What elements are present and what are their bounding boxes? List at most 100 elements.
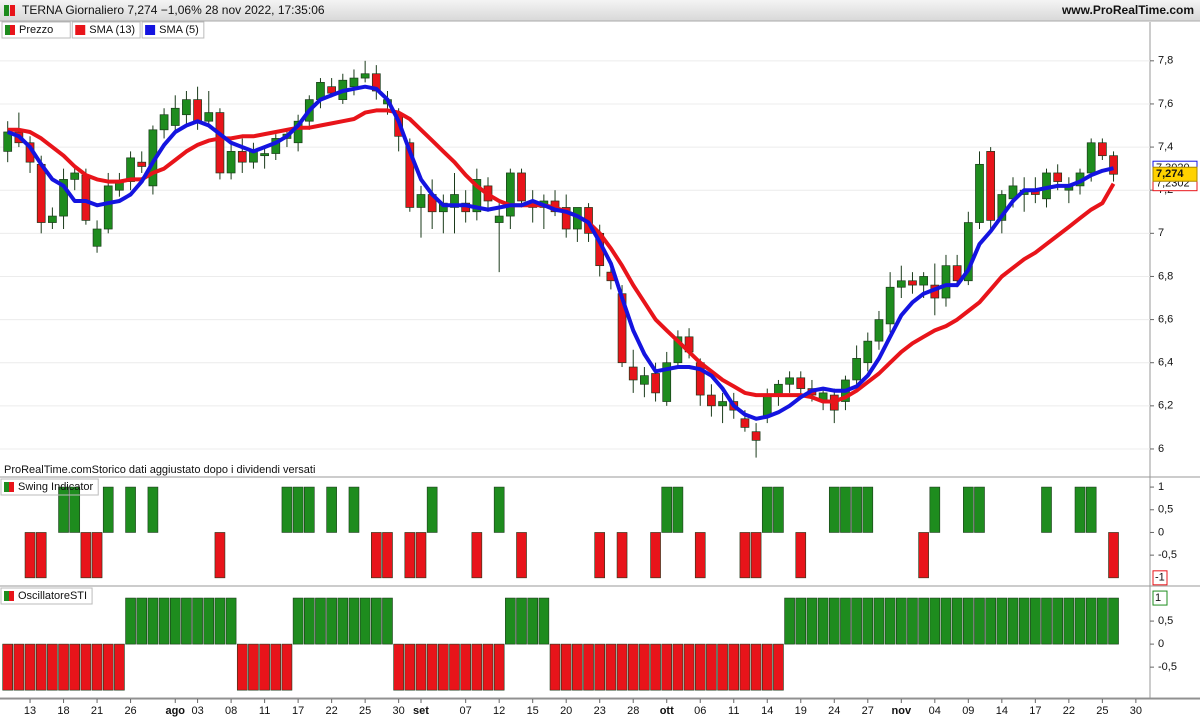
bar bbox=[303, 597, 315, 645]
bar bbox=[773, 486, 784, 533]
bar bbox=[236, 643, 248, 691]
candle-body bbox=[405, 142, 415, 208]
bar bbox=[58, 486, 69, 533]
bar bbox=[303, 486, 315, 533]
bar bbox=[136, 597, 148, 645]
bar bbox=[895, 597, 907, 645]
bar bbox=[873, 597, 885, 645]
candle-body bbox=[59, 179, 68, 217]
x-tick-label: 11 bbox=[728, 705, 739, 717]
bar bbox=[13, 643, 25, 691]
bar bbox=[616, 643, 628, 691]
y-tick-label: 0 bbox=[1158, 526, 1164, 538]
bar bbox=[1108, 532, 1119, 579]
bar bbox=[169, 597, 181, 645]
x-tick-label: 14 bbox=[761, 705, 773, 717]
bar bbox=[270, 643, 282, 691]
header-bar bbox=[0, 0, 1200, 21]
x-tick-label: 04 bbox=[929, 705, 941, 717]
legend-label: SMA (5) bbox=[159, 24, 199, 36]
y-tick-label: 6,8 bbox=[1158, 270, 1173, 282]
legend-item: SMA (5) bbox=[141, 21, 205, 39]
bar bbox=[951, 597, 963, 645]
bar bbox=[549, 643, 561, 691]
bar bbox=[214, 597, 226, 645]
candle-body bbox=[561, 207, 571, 230]
candle-body bbox=[226, 151, 236, 174]
bar bbox=[259, 643, 270, 691]
candle-body bbox=[1086, 142, 1096, 174]
panel-title-box bbox=[0, 478, 99, 496]
bar bbox=[806, 597, 818, 645]
bar bbox=[907, 597, 918, 645]
chart-title: TERNA Giornaliero 7,274 −1,06% 28 nov 20… bbox=[22, 3, 325, 17]
candle-body bbox=[852, 358, 861, 381]
legend-box bbox=[71, 21, 141, 39]
candle-body bbox=[785, 377, 794, 385]
bar bbox=[840, 486, 851, 533]
bar bbox=[1041, 486, 1052, 533]
bar bbox=[1085, 597, 1097, 645]
candle-body bbox=[36, 163, 46, 223]
bar bbox=[371, 532, 382, 579]
bar bbox=[996, 597, 1008, 645]
y-tick-label: 6 bbox=[1158, 443, 1164, 455]
candle-body bbox=[896, 280, 906, 288]
x-tick-label: 09 bbox=[962, 705, 974, 717]
header-icon bbox=[4, 5, 9, 16]
candle-body bbox=[874, 319, 884, 342]
bar bbox=[125, 486, 136, 533]
bar bbox=[505, 597, 516, 645]
x-tick-label: 12 bbox=[493, 705, 505, 717]
x-tick-label: 19 bbox=[795, 705, 807, 717]
bar bbox=[69, 486, 81, 533]
bar bbox=[1074, 486, 1086, 533]
x-tick-label: 03 bbox=[191, 705, 203, 717]
panel-title-swatch bbox=[4, 591, 9, 601]
x-tick-label: 14 bbox=[996, 705, 1008, 717]
bar bbox=[493, 486, 505, 533]
bar bbox=[773, 643, 784, 691]
candle-body bbox=[360, 73, 370, 79]
candle-body bbox=[628, 366, 638, 381]
bar bbox=[516, 532, 527, 579]
candle-body bbox=[126, 157, 135, 182]
x-tick-label: 20 bbox=[560, 705, 572, 717]
bar bbox=[739, 643, 751, 691]
candle-body bbox=[193, 99, 202, 122]
bar bbox=[650, 643, 661, 691]
x-tick-label: 17 bbox=[292, 705, 304, 717]
candle-body bbox=[92, 228, 102, 247]
bar bbox=[404, 643, 416, 691]
bar bbox=[47, 643, 58, 691]
bar bbox=[281, 643, 293, 691]
bar bbox=[426, 486, 438, 533]
y-tick-label: 0,5 bbox=[1158, 504, 1173, 516]
bar bbox=[91, 532, 103, 579]
x-tick-label: 25 bbox=[1096, 705, 1108, 717]
bar bbox=[795, 532, 807, 579]
bar bbox=[35, 532, 47, 579]
bar bbox=[851, 486, 862, 533]
y-tick-label: 0,5 bbox=[1158, 615, 1173, 627]
bar bbox=[784, 597, 795, 645]
bar bbox=[516, 597, 527, 645]
candle-body bbox=[517, 172, 526, 202]
bar bbox=[315, 597, 326, 645]
candle-body bbox=[919, 276, 928, 286]
candle-body bbox=[215, 112, 225, 174]
panel-title-swatch bbox=[4, 482, 9, 492]
bar bbox=[80, 532, 92, 579]
panel-title-box bbox=[0, 587, 93, 605]
header-icon bbox=[10, 5, 15, 16]
bar bbox=[192, 597, 203, 645]
bar bbox=[706, 643, 717, 691]
x-tick-label: 24 bbox=[828, 705, 840, 717]
bar bbox=[225, 597, 237, 645]
x-tick-label: 28 bbox=[627, 705, 639, 717]
legend-swatch bbox=[5, 25, 10, 35]
bar bbox=[560, 643, 572, 691]
candle-body bbox=[863, 340, 873, 364]
bar bbox=[963, 597, 974, 645]
